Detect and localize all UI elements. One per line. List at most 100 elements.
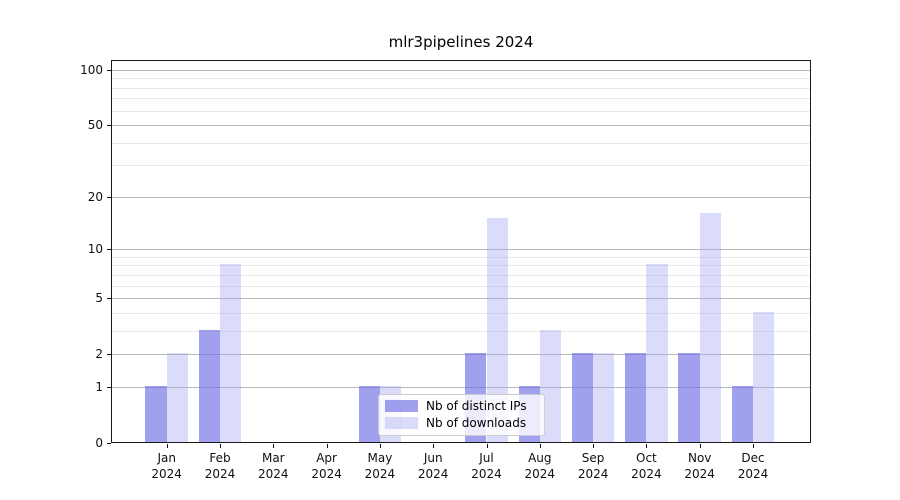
- chart-title: mlr3pipelines 2024: [388, 33, 534, 51]
- y-tick-label-2: 2: [95, 347, 103, 362]
- gridline-minor-30: [112, 165, 810, 167]
- x-tick-label-oct: Oct 2024: [616, 450, 676, 482]
- gridline-minor-4: [112, 312, 810, 314]
- y-tick-label-10: 10: [87, 242, 103, 257]
- legend-label-distinct-ips: Nb of distinct IPs: [426, 399, 527, 413]
- legend-swatch-distinct-ips: [385, 400, 418, 412]
- x-tick-mark-feb: [220, 444, 221, 448]
- gridline-major-100: [112, 69, 810, 71]
- y-tick-label-0: 0: [95, 436, 103, 450]
- y-tick-mark-100: [107, 69, 111, 71]
- x-tick-label-jul: Jul 2024: [457, 450, 517, 482]
- x-tick-mark-jan: [166, 444, 168, 448]
- gridline-minor-7: [112, 274, 810, 276]
- y-tick-label-100: 100: [80, 62, 103, 77]
- x-tick-year-mar: 2024: [258, 467, 289, 481]
- x-tick-year-oct: 2024: [631, 467, 662, 481]
- x-tick-year-apr: 2024: [311, 467, 342, 481]
- x-tick-year-jul: 2024: [471, 467, 502, 481]
- bar-downloads-sep: [593, 353, 615, 442]
- gridline-minor-9: [112, 256, 810, 258]
- y-tick-mark-1: [107, 386, 111, 388]
- x-tick-label-nov: Nov 2024: [670, 450, 730, 482]
- y-tick-label-1: 1: [95, 379, 103, 394]
- legend-swatch-downloads: [385, 417, 418, 429]
- x-tick-label-may: May 2024: [350, 450, 410, 482]
- x-tick-year-aug: 2024: [524, 467, 556, 481]
- x-tick-mark-aug: [539, 444, 541, 448]
- bar-downloads-aug: [539, 330, 562, 442]
- x-tick-label-feb: Feb 2024: [190, 450, 250, 482]
- x-tick-month-mar: Mar: [261, 451, 285, 465]
- gridline-major-1: [112, 386, 810, 388]
- bar-distinct-ips-sep: [571, 353, 594, 442]
- bar-distinct-ips-feb: [198, 330, 220, 442]
- gridline-major-20: [112, 196, 810, 198]
- x-tick-mark-sep: [593, 444, 595, 448]
- x-tick-month-oct: Oct: [636, 451, 657, 465]
- x-tick-year-nov: 2024: [684, 467, 715, 481]
- x-tick-year-sep: 2024: [577, 467, 609, 481]
- y-tick-label-5: 5: [95, 291, 103, 306]
- bar-distinct-ips-jan: [145, 386, 167, 442]
- x-tick-month-may: May: [367, 451, 393, 465]
- gridline-major-50: [112, 125, 810, 127]
- x-tick-year-may: 2024: [364, 467, 396, 481]
- gridline-major-2: [112, 354, 810, 356]
- plot-area: [111, 60, 811, 443]
- x-tick-year-feb: 2024: [204, 467, 236, 481]
- y-tick-mark-0: [107, 443, 111, 444]
- gridline-minor-8: [112, 265, 810, 267]
- x-tick-month-dec: Dec: [741, 451, 765, 465]
- bar-downloads-oct: [646, 264, 668, 442]
- x-tick-label-dec: Dec 2024: [723, 450, 783, 482]
- x-tick-mark-apr: [326, 444, 328, 448]
- x-tick-mark-oct: [646, 444, 648, 448]
- x-tick-month-jul: Jul: [479, 451, 494, 465]
- bar-downloads-jul: [486, 217, 508, 442]
- bar-downloads-jan: [166, 353, 188, 442]
- x-tick-label-mar: Mar 2024: [243, 450, 303, 482]
- gridline-minor-6: [112, 285, 810, 287]
- x-tick-label-jun: Jun 2024: [403, 450, 463, 482]
- legend-label-downloads: Nb of downloads: [426, 416, 527, 430]
- bar-distinct-ips-may: [358, 386, 380, 442]
- x-tick-label-apr: Apr 2024: [297, 450, 357, 482]
- bar-distinct-ips-dec: [731, 386, 753, 442]
- x-tick-month-apr: Apr: [316, 451, 337, 465]
- bar-downloads-dec: [753, 311, 775, 442]
- x-tick-label-jan: Jan 2024: [137, 450, 197, 482]
- x-tick-mark-may: [379, 444, 381, 448]
- gridline-minor-70: [112, 98, 810, 100]
- bar-downloads-feb: [220, 264, 242, 442]
- x-tick-month-sep: Sep: [581, 451, 605, 465]
- gridline-minor-40: [112, 142, 810, 144]
- x-tick-label-aug: Aug 2024: [510, 450, 570, 482]
- gridline-minor-80: [112, 87, 810, 89]
- x-tick-mark-nov: [699, 444, 701, 448]
- x-tick-year-jun: 2024: [417, 467, 449, 481]
- bar-distinct-ips-oct: [625, 353, 647, 442]
- legend-row-downloads: Nb of downloads: [385, 416, 536, 430]
- gridline-major-5: [112, 298, 810, 300]
- x-tick-month-jan: Jan: [157, 451, 176, 465]
- legend-row-distinct-ips: Nb of distinct IPs: [385, 399, 536, 413]
- x-tick-month-feb: Feb: [209, 451, 231, 465]
- x-tick-mark-jun: [433, 444, 435, 448]
- y-tick-mark-10: [107, 249, 111, 251]
- x-tick-month-aug: Aug: [528, 451, 552, 465]
- x-tick-mark-jul: [486, 444, 488, 448]
- y-tick-mark-20: [107, 196, 111, 198]
- x-tick-month-jun: Jun: [423, 451, 443, 465]
- gridline-minor-90: [112, 78, 810, 80]
- gridline-minor-3: [112, 330, 810, 332]
- x-tick-mark-mar: [273, 444, 275, 448]
- y-tick-mark-2: [107, 354, 111, 356]
- x-tick-year-jan: 2024: [151, 467, 182, 481]
- gridline-major-10: [112, 249, 810, 251]
- x-tick-month-nov: Nov: [687, 451, 712, 465]
- bar-downloads-nov: [699, 213, 721, 442]
- gridline-minor-60: [112, 110, 810, 112]
- y-tick-label-20: 20: [87, 189, 103, 204]
